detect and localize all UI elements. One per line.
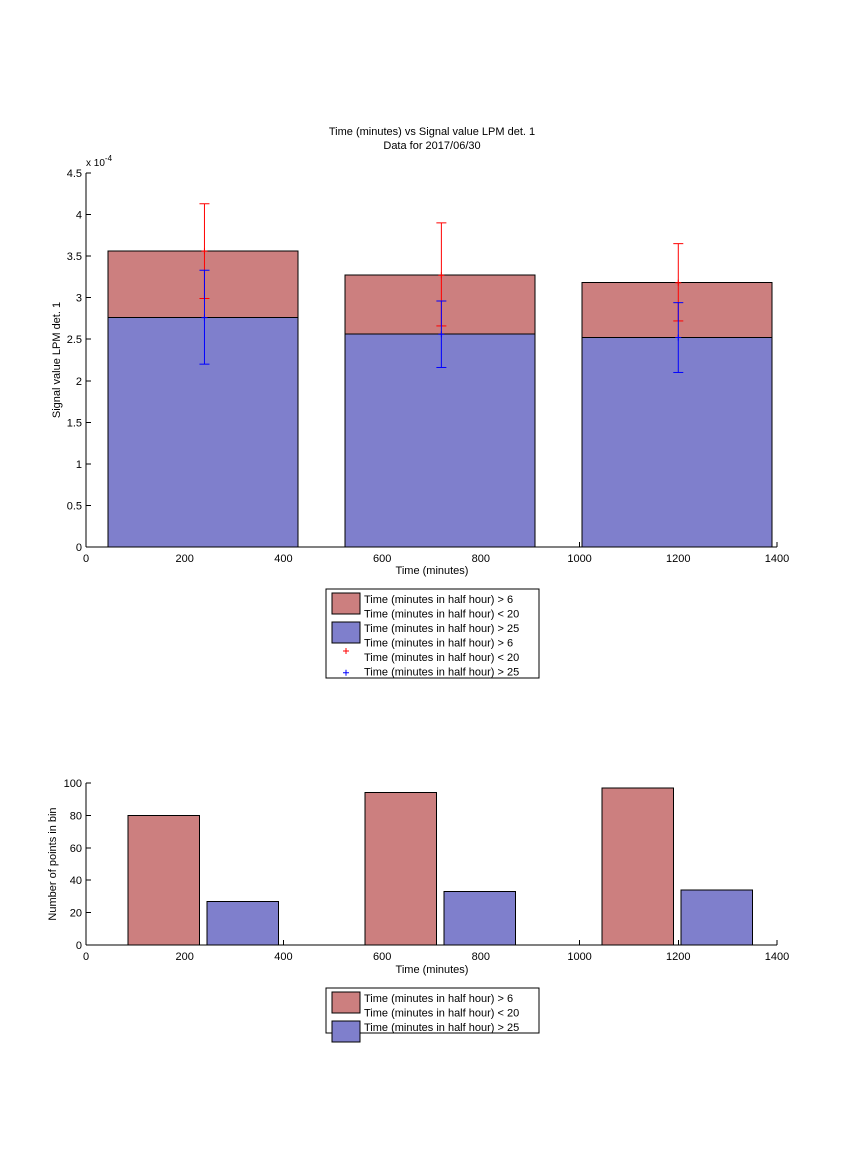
bar-blue bbox=[107, 317, 299, 548]
top-legend-marker bbox=[343, 648, 349, 654]
count-bar-red bbox=[601, 787, 674, 946]
bottom-legend-swatch bbox=[331, 1020, 361, 1043]
top-y-tick-label: 0.5 bbox=[67, 500, 82, 512]
bottom-x-tick-label: 600 bbox=[373, 951, 391, 963]
blue-mean-marker bbox=[675, 334, 682, 341]
count-legend: Time (minutes in half hour) > 6 Time (min… bbox=[325, 987, 540, 1043]
top-legend-label: Time (minutes in half hour) > 25 bbox=[364, 667, 519, 679]
red-mean-marker bbox=[201, 248, 208, 255]
y-axis-label-bottom: Number of points in bin bbox=[47, 807, 59, 920]
red-mean-marker bbox=[675, 279, 682, 286]
top-x-tick-label: 200 bbox=[176, 553, 194, 565]
top-x-tick-label: 1200 bbox=[666, 553, 690, 565]
top-y-tick-label: 1 bbox=[76, 459, 82, 471]
top-y-tick-label: 1.5 bbox=[67, 417, 82, 429]
top-y-tick-label: 2 bbox=[76, 376, 82, 388]
bottom-y-tick-label: 20 bbox=[70, 908, 82, 920]
signal-legend: Time (minutes in half hour) > 6 Time (min… bbox=[325, 588, 540, 679]
bottom-x-tick-label: 1200 bbox=[666, 951, 690, 963]
top-y-tick-label: 0 bbox=[76, 542, 82, 554]
red-mean-marker bbox=[438, 272, 445, 279]
x-axis-label-bottom: Time (minutes) bbox=[396, 964, 469, 976]
blue-mean-marker bbox=[201, 314, 208, 321]
signal-plot: 0 200 400 600 800 1000 1200 1400 0 0.5 1 1.5 2 2.5 3 3.… bbox=[67, 168, 790, 565]
top-legend-marker bbox=[343, 669, 349, 676]
top-y-tick-label: 3.5 bbox=[67, 251, 82, 263]
bottom-x-tick-label: 200 bbox=[176, 951, 194, 963]
bottom-x-tick-label: 1000 bbox=[567, 951, 591, 963]
top-y-tick-label: 3 bbox=[76, 293, 82, 305]
count-bar-red bbox=[364, 792, 437, 946]
top-legend-label: Time (minutes in half hour) < 20 bbox=[364, 609, 519, 621]
bottom-legend-frame bbox=[325, 987, 540, 1034]
y-exponent-power: -4 bbox=[105, 154, 113, 163]
top-legend-frame bbox=[325, 588, 540, 679]
y-exponent-label: x 10-4 bbox=[86, 154, 113, 169]
top-legend-label: Time (minutes in half hour) > 6 bbox=[364, 638, 513, 650]
count-plot: 0 200 400 600 800 1000 1200 1400 0 20 40 60 80 100 bbox=[64, 778, 790, 963]
top-x-tick-label: 1400 bbox=[765, 553, 789, 565]
blue-mean-marker bbox=[438, 331, 445, 338]
x-axis-label-top: Time (minutes) bbox=[396, 565, 469, 577]
count-bar-red bbox=[127, 814, 201, 946]
top-legend-swatch bbox=[331, 592, 361, 615]
top-x-tick-label: 800 bbox=[472, 553, 490, 565]
top-legend-label: Time (minutes in half hour) > 6 bbox=[364, 594, 513, 606]
bottom-x-tick-label: 800 bbox=[472, 951, 490, 963]
chart-subtitle: Data for 2017/06/30 bbox=[383, 140, 480, 152]
top-legend-swatch bbox=[331, 621, 361, 644]
count-bar-blue bbox=[206, 900, 279, 946]
chart-title: Time (minutes) vs Signal value LPM det. … bbox=[329, 126, 535, 138]
top-legend-label: Time (minutes in half hour) > 25 bbox=[364, 623, 519, 635]
count-bar-blue bbox=[443, 891, 516, 946]
y-axis-label-top: Signal value LPM det. 1 bbox=[51, 302, 63, 418]
bottom-legend-swatch bbox=[331, 991, 361, 1014]
top-x-tick-label: 600 bbox=[373, 553, 391, 565]
count-bar-blue bbox=[680, 889, 753, 946]
top-x-tick-label: 400 bbox=[274, 553, 292, 565]
bar-blue bbox=[344, 333, 536, 548]
top-x-tick-label: 1000 bbox=[567, 553, 591, 565]
top-y-tick-label: 2.5 bbox=[67, 334, 82, 346]
top-y-tick-label: 4 bbox=[76, 210, 82, 222]
top-y-tick-label: 4.5 bbox=[67, 168, 82, 180]
bottom-x-tick-label: 0 bbox=[83, 951, 89, 963]
bottom-y-tick-label: 60 bbox=[70, 843, 82, 855]
bottom-x-tick-label: 1400 bbox=[765, 951, 789, 963]
bottom-y-tick-label: 40 bbox=[70, 875, 82, 887]
top-legend-label: Time (minutes in half hour) < 20 bbox=[364, 652, 519, 664]
bottom-y-tick-label: 0 bbox=[76, 940, 82, 952]
bottom-x-tick-label: 400 bbox=[274, 951, 292, 963]
bottom-y-tick-label: 100 bbox=[64, 778, 82, 790]
bottom-legend-label: Time (minutes in half hour) < 20 bbox=[364, 1008, 519, 1020]
top-x-tick-label: 0 bbox=[83, 553, 89, 565]
y-exponent-base: x 10 bbox=[86, 158, 105, 169]
bar-blue bbox=[581, 337, 773, 548]
bottom-legend-label: Time (minutes in half hour) > 25 bbox=[364, 1022, 519, 1034]
bottom-legend-label: Time (minutes in half hour) > 6 bbox=[364, 993, 513, 1005]
bottom-y-tick-label: 80 bbox=[70, 810, 82, 822]
